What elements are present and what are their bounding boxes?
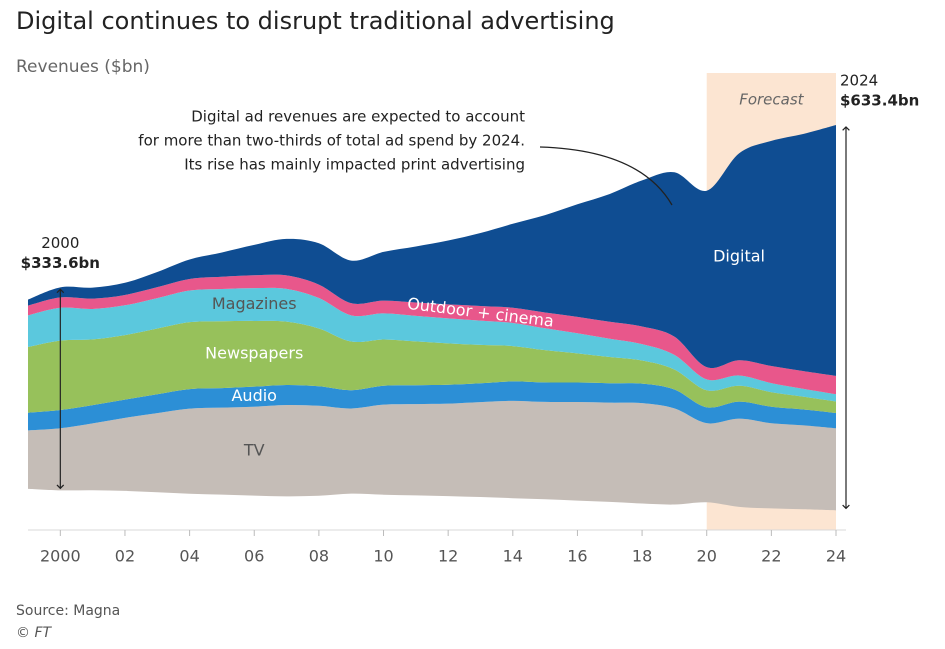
x-tick-label: 18 (632, 547, 652, 566)
series-label: Digital (713, 246, 765, 265)
plot (28, 124, 836, 511)
series-label: Magazines (212, 294, 297, 313)
series-label: Audio (231, 386, 276, 405)
x-tick-label: 10 (373, 547, 393, 566)
x-tick-label: 08 (309, 547, 329, 566)
series-label: TV (243, 441, 265, 460)
annotation-line: Digital ad revenues are expected to acco… (191, 108, 525, 126)
x-tick-label: 12 (438, 547, 458, 566)
chart-subtitle: Revenues ($bn) (16, 57, 150, 77)
credit: © FT (16, 625, 53, 641)
stream-layer (28, 287, 836, 402)
stream-layer (28, 124, 836, 376)
total-year: 2024 (840, 71, 878, 89)
total-year: 2000 (41, 234, 79, 252)
x-tick-label: 22 (761, 547, 781, 566)
total-value: $633.4bn (840, 91, 919, 109)
stream-layer (28, 320, 836, 414)
x-tick-label: 14 (503, 547, 523, 566)
x-tick-label: 20 (697, 547, 717, 566)
chart-title: Digital continues to disrupt traditional… (16, 7, 615, 35)
stream-layer (28, 381, 836, 431)
forecast-label: Forecast (739, 91, 804, 109)
total-value: $333.6bn (21, 254, 100, 272)
series-label: Newspapers (205, 343, 303, 362)
source: Source: Magna (16, 603, 120, 619)
annotation-line: Its rise has mainly impacted print adver… (184, 156, 525, 174)
x-tick-label: 02 (115, 547, 135, 566)
x-tick-label: 16 (567, 547, 587, 566)
x-tick-label: 24 (826, 547, 846, 566)
stream-layer (28, 400, 836, 511)
x-tick-label: 2000 (40, 547, 81, 566)
x-tick-label: 04 (179, 547, 199, 566)
annotation-line: for more than two-thirds of total ad spe… (138, 132, 525, 150)
annotation-leader (539, 146, 673, 206)
x-tick-label: 06 (244, 547, 264, 566)
